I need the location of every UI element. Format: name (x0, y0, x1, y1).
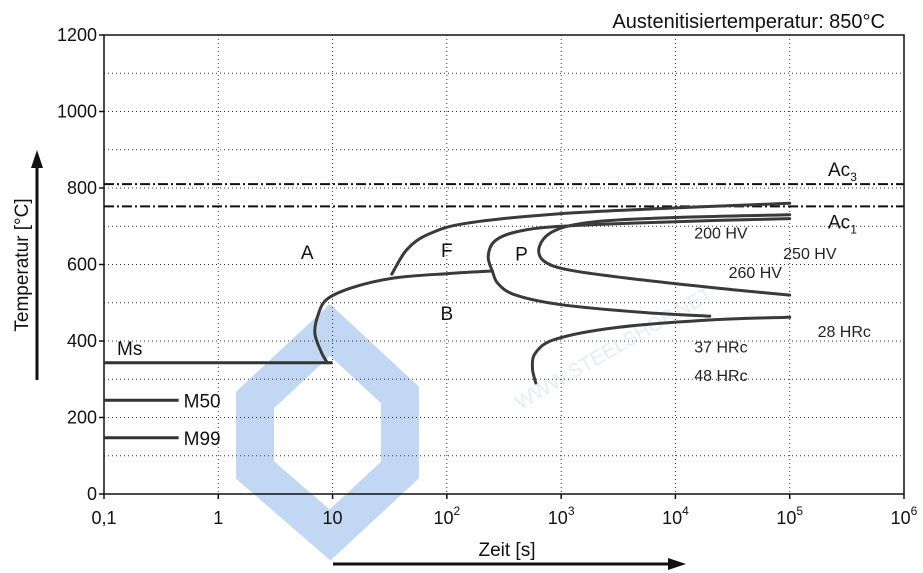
y-tick-label: 400 (67, 331, 97, 351)
ticks: 0 200 400 600 800 1000 1200 0,1 1 10 102 103 104 105 1… (57, 25, 918, 528)
label-ms: Ms (117, 339, 142, 360)
y-axis-arrow (31, 150, 43, 380)
y-tick-label: 800 (67, 178, 97, 198)
reference-label-ac3: Ac3 (828, 160, 857, 184)
label-m50: M50 (184, 391, 221, 412)
chart-title: Austenitisiertemperatur: 850°C (612, 11, 885, 33)
grid (104, 35, 904, 494)
curve-bainite-finish (490, 269, 712, 318)
x-tick-label: 106 (891, 504, 918, 528)
region-label-a: A (301, 243, 314, 264)
hardness-label: 250 HV (783, 246, 837, 263)
x-tick-label: 102 (433, 504, 460, 528)
martensite-lines: Ms M50 M99 (104, 339, 333, 450)
region-label-p: P (515, 245, 528, 266)
label-m99: M99 (184, 429, 221, 450)
region-labels: A F P B (301, 241, 528, 325)
y-tick-label: 1000 (57, 102, 97, 122)
hardness-label: 28 HRc (818, 324, 871, 341)
curve-pearlite-finish (537, 213, 792, 297)
x-axis-label: Zeit [s] (478, 540, 535, 561)
curve-bainite-lower (530, 315, 792, 385)
x-tick-label: 103 (548, 504, 575, 528)
watermark-logo-shape (236, 304, 419, 561)
hardness-label: 200 HV (694, 225, 748, 242)
y-tick-label: 1200 (57, 25, 97, 45)
x-tick-label: 105 (776, 504, 803, 528)
curve-ferrite-start (390, 201, 792, 276)
x-tick-label: 0,1 (91, 508, 116, 528)
y-tick-label: 600 (67, 255, 97, 275)
transformation-curves (313, 201, 792, 385)
hardness-label: 37 HRc (694, 339, 747, 356)
hardness-label: 48 HRc (694, 368, 747, 385)
y-tick-label: 0 (87, 484, 97, 504)
y-tick-label: 200 (67, 408, 97, 428)
reference-label-ac1: Ac1 (828, 212, 857, 236)
y-axis-label: Temperatur [°C] (12, 198, 33, 331)
watermark: WWW.STEELSHOP.NET (236, 283, 717, 561)
curve-pearlite-start (486, 217, 792, 273)
region-label-b: B (441, 304, 454, 325)
x-tick-label: 1 (213, 508, 223, 528)
x-tick-label: 10 (323, 508, 343, 528)
curve-bainite-start (313, 269, 494, 365)
x-axis-arrow (333, 558, 686, 570)
reference-lines: Ac3 Ac1 (104, 160, 904, 236)
hardness-label: 260 HV (729, 265, 783, 282)
region-label-f: F (441, 241, 453, 262)
x-tick-label: 104 (662, 504, 689, 528)
